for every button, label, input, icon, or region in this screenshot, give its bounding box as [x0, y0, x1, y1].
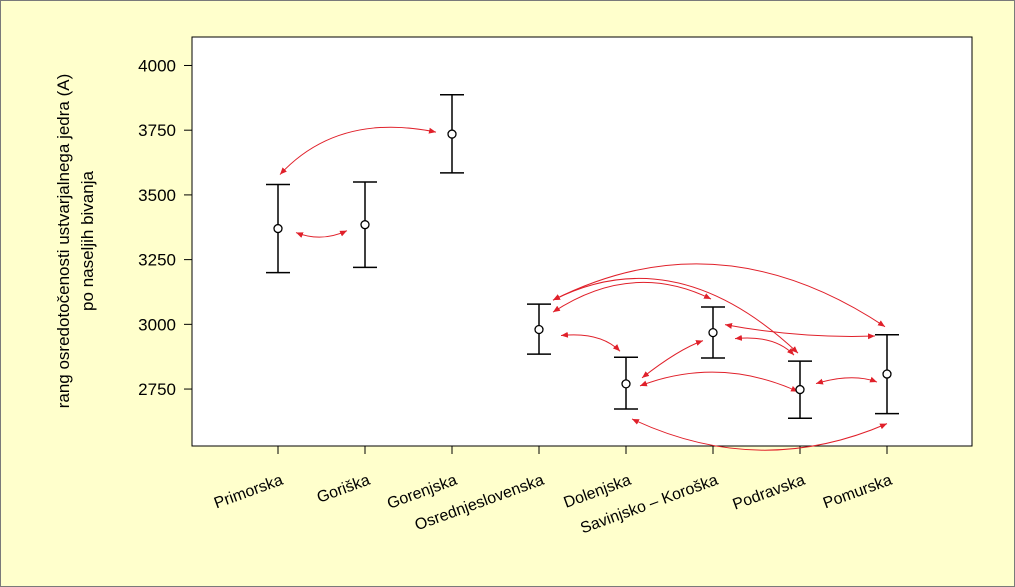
y-tick-label-2750: 2750: [138, 380, 176, 399]
comparison-arrow-7: [639, 371, 799, 393]
y-axis-title-line-1: rang osredotočenosti ustvarjalnega jedra…: [54, 74, 73, 409]
comparison-arrow-0: [295, 230, 348, 238]
mean-marker-2: [447, 129, 457, 139]
comparison-arrow-6: [641, 340, 704, 379]
y-axis-title-line-2: po naseljih bivanja: [78, 171, 97, 311]
y-axis: 2750 3000 3250 3500 3750 4000: [138, 56, 192, 399]
y-tick-label-3250: 3250: [138, 251, 176, 270]
comparison-arrow-1: [279, 126, 437, 175]
plot-area: [191, 36, 973, 447]
mean-marker-0: [273, 223, 283, 234]
x-axis: Primorska Goriška GorenjskaOsrednjeslovens…: [212, 446, 895, 537]
y-tick-label-3750: 3750: [138, 121, 176, 140]
mean-marker-7: [882, 369, 892, 379]
y-axis-title: rang osredotočenosti ustvarjalnega jedra…: [54, 74, 97, 409]
x-tick-label-0: Primorska: [212, 472, 286, 513]
x-tick-label-7: Pomurska: [821, 472, 895, 513]
y-tick-label-3000: 3000: [138, 315, 176, 334]
y-tick-label-4000: 4000: [138, 56, 176, 75]
x-tick-label-6: Podravska: [731, 472, 808, 514]
error-bars: [266, 93, 899, 420]
comparison-arrows: [279, 126, 888, 451]
mean-marker-5: [708, 327, 718, 338]
comparison-arrow-10: [724, 322, 876, 340]
comparison-arrow-5: [552, 263, 886, 328]
mean-marker-4: [621, 379, 631, 389]
comparison-arrow-11: [815, 376, 878, 385]
comparison-arrow-8: [631, 418, 888, 451]
mean-marker-3: [534, 324, 544, 335]
x-tick-label-1: Goriška: [315, 472, 373, 507]
mean-marker-1: [360, 220, 370, 230]
y-tick-label-3500: 3500: [138, 186, 176, 205]
mean-marker-6: [795, 384, 805, 395]
